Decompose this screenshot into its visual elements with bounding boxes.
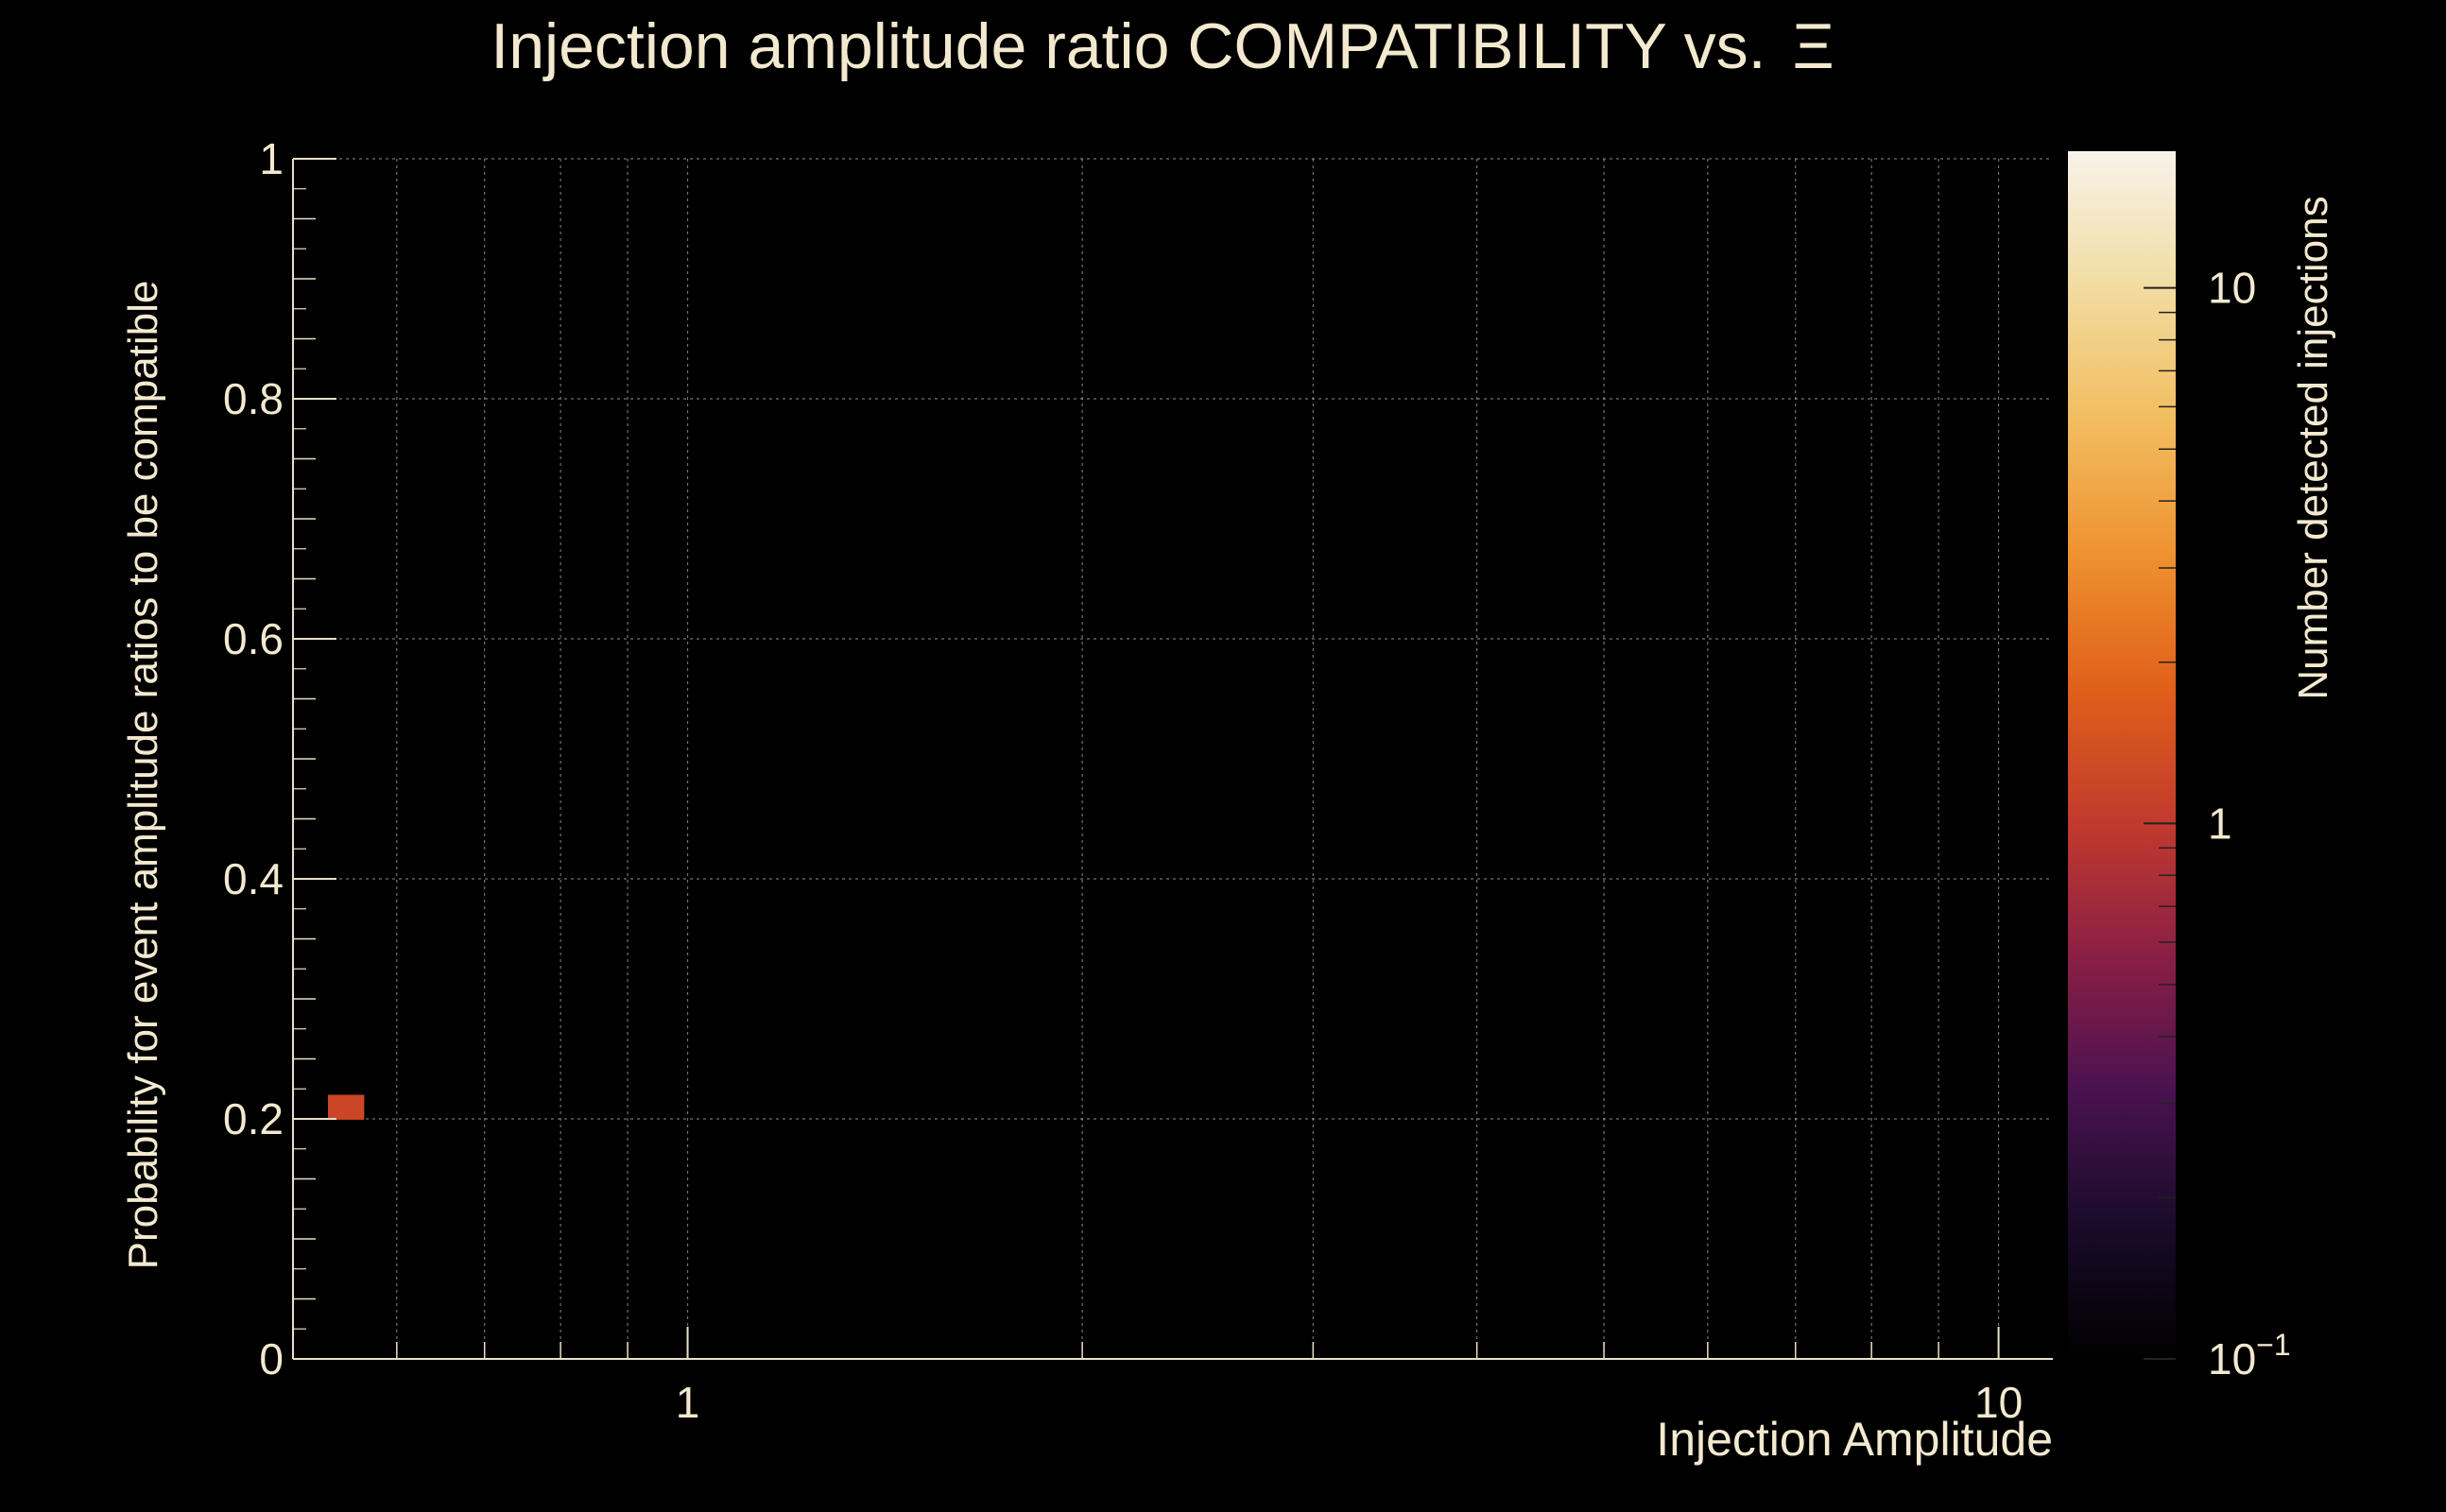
heatmap-cell <box>328 1094 365 1120</box>
chart-title: Injection amplitude ratio COMPATIBILITY … <box>491 10 1834 82</box>
x-tick-label: 10 <box>1974 1378 2023 1427</box>
y-tick-label: 1 <box>259 134 284 183</box>
x-axis-label: Injection Amplitude <box>1656 1413 2053 1466</box>
colorbar-label: Number detected injections <box>2290 196 2336 699</box>
y-tick-label: 0 <box>259 1334 284 1383</box>
axes: 1 10 0 0.2 0.4 0.6 0.8 1 <box>223 134 2053 1427</box>
colorbar-scale <box>2068 151 2176 1359</box>
colorbar-tick-label: 10−1 <box>2208 1328 2291 1383</box>
colorbar-tick-label: 10 <box>2208 264 2256 313</box>
colorbar: 10−1 1 10 <box>2068 151 2291 1383</box>
heatmap-cells <box>328 1094 365 1120</box>
x-tick-label: 1 <box>676 1378 700 1427</box>
y-tick-label: 0.4 <box>223 854 284 903</box>
colorbar-tick-label: 1 <box>2208 799 2232 848</box>
y-axis-label: Probability for event amplitude ratios t… <box>120 281 166 1270</box>
y-tick-label: 0.2 <box>223 1094 284 1143</box>
y-tick-label: 0.8 <box>223 374 284 423</box>
y-tick-label: 0.6 <box>223 614 284 663</box>
